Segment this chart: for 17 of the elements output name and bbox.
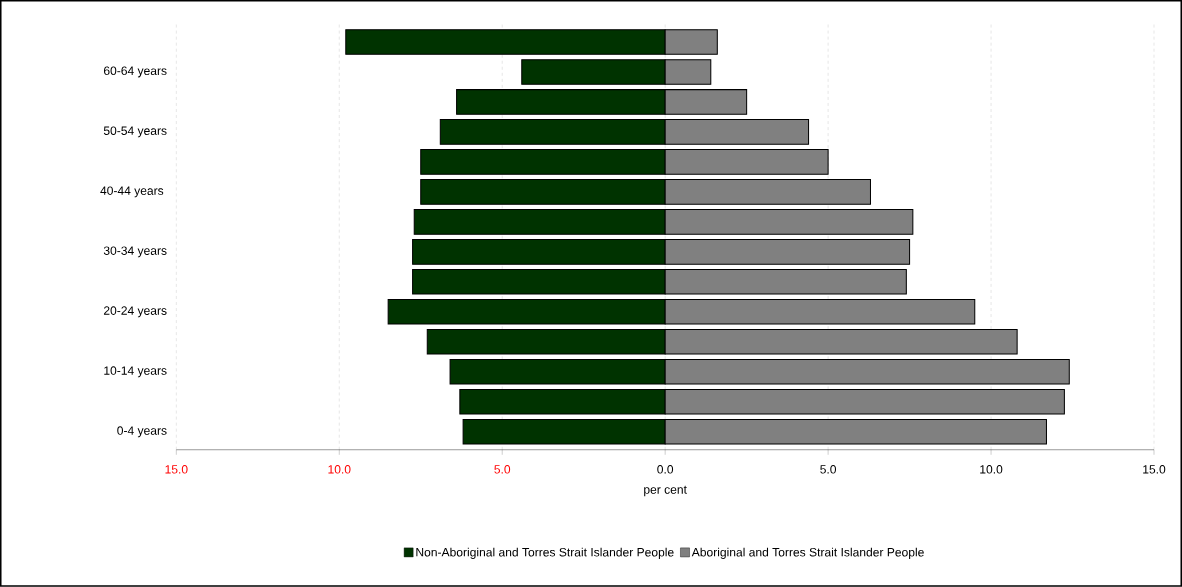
y-tick-label: 50-54 years bbox=[103, 126, 167, 138]
x-tick-label: 0.0 bbox=[657, 465, 674, 474]
x-tick-label: 10.0 bbox=[328, 465, 351, 474]
x-tick-label: 15.0 bbox=[165, 465, 188, 474]
x-axis-title: per cent bbox=[644, 486, 687, 497]
x-tick-label: 15.0 bbox=[1143, 465, 1166, 474]
x-tick-label: 10.0 bbox=[980, 465, 1003, 474]
y-tick-label: 10-14 years bbox=[104, 366, 167, 378]
y-tick-label: 60-64 years bbox=[103, 66, 167, 78]
y-tick-label: 40-44 years bbox=[100, 186, 164, 198]
legend-label: Aboriginal and Torres Strait Islander People bbox=[691, 547, 924, 560]
y-tick-label: 30-34 years bbox=[103, 246, 167, 258]
y-tick-label: 20-24 years bbox=[103, 306, 167, 318]
x-tick-label: 5.0 bbox=[494, 465, 511, 474]
legend-label: Non-Aboriginal and Torres Strait Islander People bbox=[416, 547, 674, 560]
x-tick-label: 5.0 bbox=[820, 465, 837, 474]
y-tick-label: 0-4 years bbox=[117, 426, 167, 438]
